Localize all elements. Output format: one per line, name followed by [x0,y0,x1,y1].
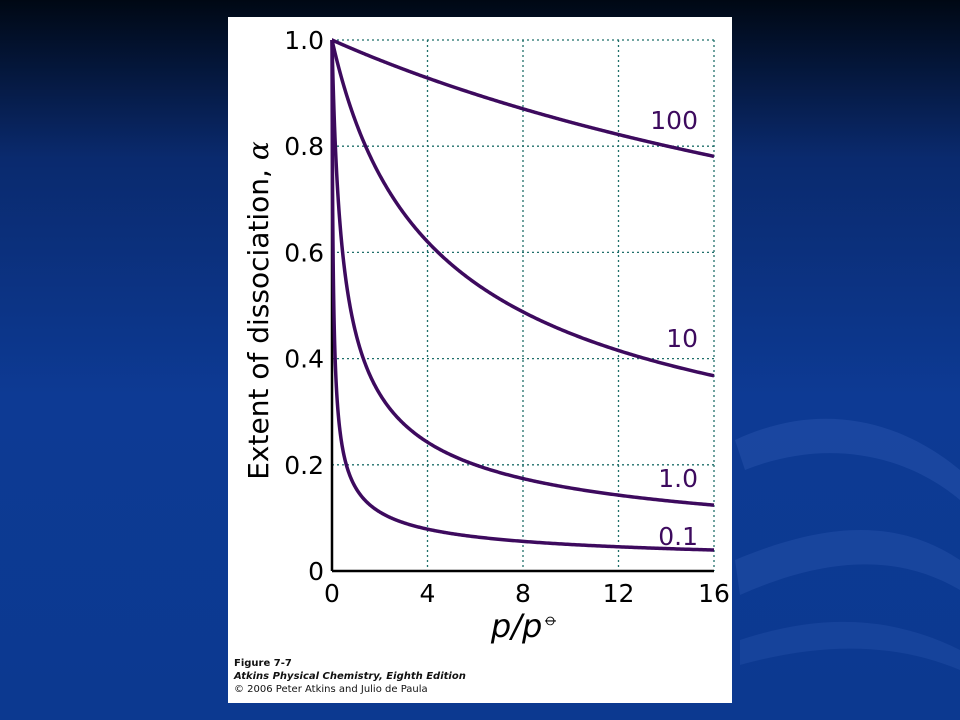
y-axis-title-symbol: α [242,141,275,160]
x-tick-label: 0 [324,579,340,608]
y-tick-label: 0.2 [284,451,324,480]
labels-layer: 0 0.2 0.4 0.6 0.8 1.0 0 4 8 12 16 p/p⦵ Extent of dis… [242,26,730,645]
series-line-100 [330,38,715,159]
figure-number: Figure 7-7 [234,658,292,669]
figure-caption: Figure 7-7 Atkins Physical Chemistry, Ei… [234,657,714,696]
copyright-notice: © 2006 Peter Atkins and Julio de Paula [234,684,428,695]
y-tick-label: 0.4 [284,345,324,374]
series-line-1-0 [330,38,715,507]
series-label-0-1: 0.1 [658,522,698,551]
series-label-1-0: 1.0 [658,464,698,493]
y-tick-label: 1.0 [284,26,324,55]
grid-layer [332,39,715,571]
bg-swoosh-1 [735,418,960,500]
y-tick-label: 0.8 [284,132,324,161]
x-tick-label: 16 [698,579,730,608]
dissociation-chart: 0 0.2 0.4 0.6 0.8 1.0 0 4 8 12 16 p/p⦵ Extent of dis… [242,26,730,645]
series-label-10: 10 [666,324,698,353]
y-tick-label: 0.6 [284,238,324,267]
x-tick-label: 8 [515,579,531,608]
y-axis-title-text: Extent of dissociation, [242,160,275,480]
y-axis-title: Extent of dissociation, α [242,141,275,480]
y-tick-label: 0 [308,557,324,586]
bg-swoosh-3 [740,621,960,670]
x-tick-label: 12 [603,579,635,608]
series-layer [330,38,715,552]
bg-swoosh-2 [735,530,960,595]
series-line-10 [330,38,715,378]
x-axis-title-superscript: ⦵ [542,606,559,630]
x-tick-label: 4 [420,579,436,608]
series-label-100: 100 [650,106,698,135]
series-line-0-1 [330,38,715,552]
book-title: Atkins Physical Chemistry, Eighth Editio… [234,671,466,682]
x-axis-title-main: p/p [490,607,542,645]
x-axis-title: p/p⦵ [490,606,559,645]
figure-card: 0 0.2 0.4 0.6 0.8 1.0 0 4 8 12 16 p/p⦵ Extent of dis… [228,17,732,703]
